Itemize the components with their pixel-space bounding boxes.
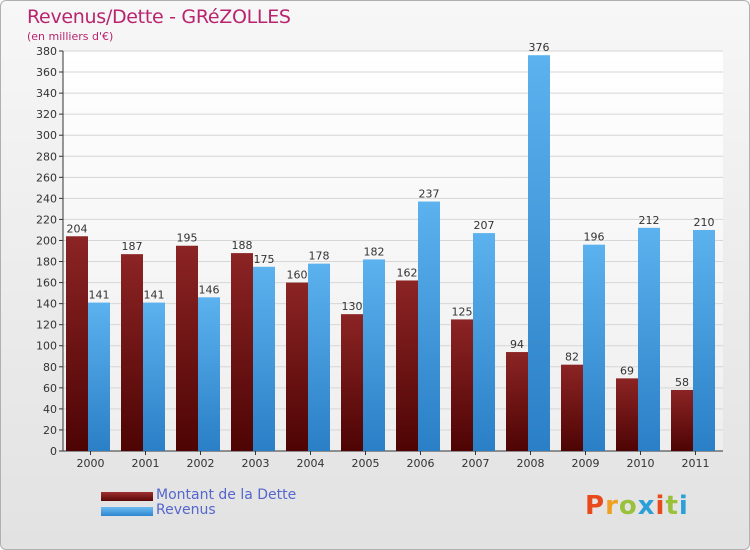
- plot-area: [63, 51, 723, 451]
- bar-dette: [231, 253, 253, 451]
- bar-revenus: [583, 244, 605, 451]
- bar-revenus: [363, 259, 385, 451]
- logo-letter: i: [678, 491, 689, 521]
- y-tick-label: 240: [36, 192, 57, 205]
- data-label: 146: [199, 283, 220, 296]
- bar-dette: [396, 280, 418, 451]
- data-label: 237: [419, 188, 440, 201]
- bar-dette: [451, 319, 473, 451]
- bar-dette: [671, 389, 693, 451]
- bar-dette: [561, 364, 583, 451]
- x-tick-label: 2009: [572, 457, 600, 470]
- data-label: 69: [620, 364, 634, 377]
- data-label: 210: [694, 216, 715, 229]
- bar-revenus: [198, 297, 220, 451]
- data-label: 376: [529, 41, 550, 54]
- bar-dette: [66, 236, 88, 451]
- x-tick-label: 2011: [682, 457, 710, 470]
- bar-revenus: [693, 229, 715, 451]
- y-tick-label: 300: [36, 129, 57, 142]
- y-tick-label: 60: [43, 382, 57, 395]
- data-label: 58: [675, 376, 689, 389]
- y-tick-label: 160: [36, 277, 57, 290]
- data-label: 175: [254, 253, 275, 266]
- bar-revenus: [418, 201, 440, 451]
- x-tick-label: 2006: [407, 457, 435, 470]
- logo-letter: r: [605, 491, 619, 521]
- y-tick-label: 220: [36, 213, 57, 226]
- bar-dette: [121, 254, 143, 451]
- data-label: 94: [510, 338, 524, 351]
- chart-title: Revenus/Dette - GRéZOLLES: [27, 6, 291, 28]
- y-tick-label: 0: [50, 445, 57, 458]
- y-tick-label: 20: [43, 424, 57, 437]
- data-label: 130: [342, 300, 363, 313]
- y-tick-label: 180: [36, 256, 57, 269]
- data-label: 196: [584, 231, 605, 244]
- data-label: 178: [309, 250, 330, 263]
- bar-revenus: [253, 266, 275, 451]
- y-tick-label: 380: [36, 45, 57, 58]
- logo-letter: P: [585, 491, 606, 521]
- proxiti-logo: Proxiti: [585, 491, 689, 521]
- y-tick-label: 340: [36, 87, 57, 100]
- x-tick-label: 2000: [77, 457, 105, 470]
- data-label: 195: [177, 232, 198, 245]
- bar-revenus: [308, 263, 330, 451]
- y-tick-label: 360: [36, 66, 57, 79]
- data-label: 204: [67, 222, 88, 235]
- x-tick-label: 2002: [187, 457, 215, 470]
- bar-dette: [286, 282, 308, 451]
- y-tick-label: 280: [36, 150, 57, 163]
- legend-label-dette: Montant de la Dette: [156, 487, 297, 503]
- data-label: 82: [565, 351, 579, 364]
- data-label: 212: [639, 214, 660, 227]
- x-tick-label: 2004: [297, 457, 325, 470]
- data-label: 141: [89, 289, 110, 302]
- y-tick-label: 140: [36, 298, 57, 311]
- bar-dette: [176, 245, 198, 451]
- logo-letter: o: [618, 491, 638, 521]
- legend-swatch-revenus: [101, 507, 153, 516]
- chart-subtitle: (en milliers d'€): [27, 30, 114, 43]
- data-label: 162: [397, 266, 418, 279]
- x-tick-label: 2001: [132, 457, 160, 470]
- data-label: 141: [144, 289, 165, 302]
- data-label: 160: [287, 269, 308, 282]
- x-tick-label: 2005: [352, 457, 380, 470]
- x-tick-label: 2008: [517, 457, 545, 470]
- bar-dette: [506, 352, 528, 451]
- data-label: 187: [122, 240, 143, 253]
- y-tick-label: 80: [43, 361, 57, 374]
- bar-dette: [341, 314, 363, 451]
- bar-revenus: [143, 302, 165, 451]
- data-label: 188: [232, 239, 253, 252]
- x-tick-label: 2007: [462, 457, 490, 470]
- bar-revenus: [473, 233, 495, 451]
- logo-letter: x: [637, 491, 656, 521]
- logo-letter: i: [655, 491, 666, 521]
- y-tick-label: 40: [43, 403, 57, 416]
- logo-letter: t: [665, 491, 679, 521]
- bar-dette: [616, 378, 638, 451]
- legend-label-revenus: Revenus: [156, 502, 216, 518]
- y-tick-label: 100: [36, 340, 57, 353]
- y-tick-label: 320: [36, 108, 57, 121]
- legend-swatch-dette: [101, 492, 153, 501]
- x-tick-label: 2003: [242, 457, 270, 470]
- x-tick-label: 2010: [627, 457, 655, 470]
- data-label: 207: [474, 219, 495, 232]
- y-tick-label: 260: [36, 171, 57, 184]
- y-tick-label: 120: [36, 319, 57, 332]
- bar-revenus: [88, 302, 110, 451]
- y-tick-label: 200: [36, 234, 57, 247]
- bar-revenus: [638, 227, 660, 451]
- bar-revenus: [528, 55, 550, 452]
- data-label: 125: [452, 305, 473, 318]
- data-label: 182: [364, 245, 385, 258]
